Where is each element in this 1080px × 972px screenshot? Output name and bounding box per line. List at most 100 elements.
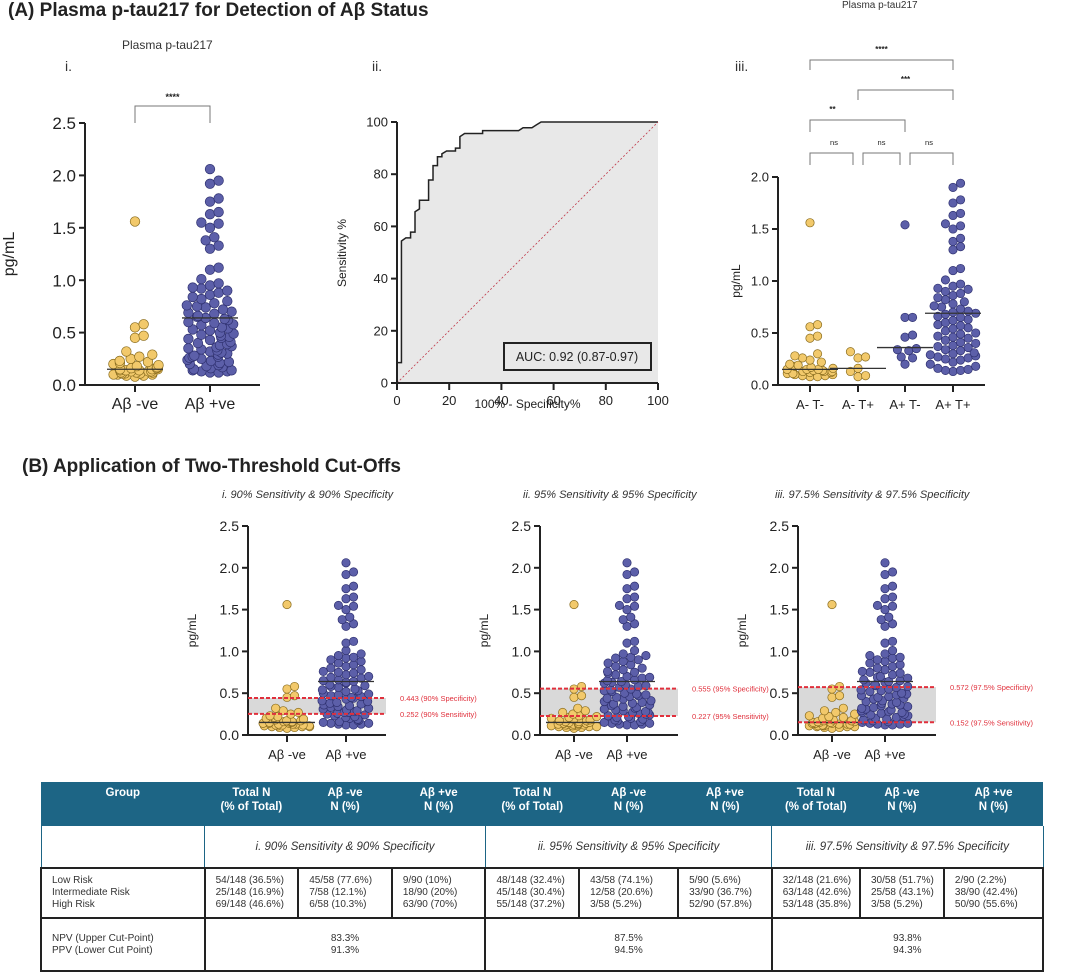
b-ii-data-point bbox=[615, 601, 623, 609]
a-iii-data-point bbox=[949, 367, 957, 375]
a-iii-data-point bbox=[901, 333, 909, 341]
a-iii-data-point bbox=[949, 291, 957, 299]
cell-value: 6/58 (10.3%) bbox=[309, 899, 391, 911]
a-iii-data-point bbox=[949, 308, 957, 316]
a-iii-data-point bbox=[949, 282, 957, 290]
a-iii-data-point bbox=[956, 179, 964, 187]
a-i-data-point bbox=[220, 314, 230, 324]
a-iii-data-point bbox=[817, 358, 825, 366]
b-i-data-point bbox=[349, 653, 357, 661]
b-i-data-point bbox=[357, 657, 365, 665]
b-iii-cutoff-label: 0.152 (97.5% Sensitivity) bbox=[950, 718, 1033, 727]
a-i-data-point bbox=[205, 335, 215, 345]
a-ii-x-tick-label: 100 bbox=[647, 393, 669, 408]
b-iii-data-point bbox=[860, 676, 868, 684]
a-iii-data-point bbox=[901, 221, 909, 229]
b-ii-data-point bbox=[630, 568, 638, 576]
b-ii-data-point bbox=[623, 570, 631, 578]
pv-value: 91.3% bbox=[206, 945, 485, 957]
a-iii-data-point bbox=[908, 331, 916, 339]
b-i-cutoff-label: 0.443 (90% Specificity) bbox=[400, 694, 477, 703]
a-i-data-point bbox=[197, 218, 207, 228]
b-iii-data-point bbox=[881, 570, 889, 578]
table-cell: 32/148 (21.6%) 63/148 (42.6%) 53/148 (35.8… bbox=[772, 868, 860, 918]
cell-value: 38/90 (42.4%) bbox=[955, 887, 1042, 899]
a-i-data-point bbox=[154, 360, 164, 370]
b-i-data-point bbox=[283, 685, 291, 693]
a-i-data-point bbox=[201, 236, 211, 246]
b-iii-data-point bbox=[885, 692, 893, 700]
table-cell: 54/148 (36.5%) 25/148 (16.9%) 69/148 (46.6… bbox=[205, 868, 299, 918]
table-header-cell: Total N (% of Total) bbox=[485, 782, 579, 826]
table-cell: 43/58 (74.1%) 12/58 (20.6%) 3/58 (5.2%) bbox=[579, 868, 678, 918]
b-i-data-point bbox=[327, 656, 335, 664]
a-i-data-point bbox=[130, 323, 140, 333]
header-text: Aβ +ve bbox=[392, 786, 486, 800]
pv-label: NPV (Upper Cut-Point) bbox=[52, 933, 204, 945]
a-iii-data-point bbox=[949, 199, 957, 207]
a-iii-significance-label: ns bbox=[830, 138, 838, 147]
a-iii-data-point bbox=[846, 348, 854, 356]
b-iii-data-point bbox=[866, 659, 874, 667]
a-i-data-point bbox=[214, 207, 224, 217]
header-text: Aβ +ve bbox=[678, 786, 772, 800]
b-ii-data-point bbox=[604, 659, 612, 667]
a-iii-data-point bbox=[861, 353, 869, 361]
a-i-data-point bbox=[205, 281, 215, 291]
b-iii-cutoff-label: 0.572 (97.5% Specificity) bbox=[950, 683, 1033, 692]
b-ii-data-point bbox=[613, 713, 621, 721]
b-ii-data-point bbox=[630, 593, 638, 601]
b-iii-data-point bbox=[888, 671, 896, 679]
b-ii-data-point bbox=[574, 704, 582, 712]
cell-value: 3/58 (5.2%) bbox=[590, 899, 677, 911]
a-ii-x-label: 100% - Specificity% bbox=[474, 397, 580, 411]
b-iii-y-tick-label: 0.0 bbox=[770, 727, 790, 743]
table-cell: 9/90 (10%) 18/90 (20%) 63/90 (70%) bbox=[392, 868, 486, 918]
a-iii-data-point bbox=[964, 343, 972, 351]
b-i-data-point bbox=[283, 600, 291, 608]
b-ii-y-label: pg/mL bbox=[477, 614, 491, 648]
b-i-data-point bbox=[342, 646, 350, 654]
table-header-cell: Group bbox=[41, 782, 205, 826]
header-text: N (%) bbox=[944, 800, 1043, 814]
a-ii-x-tick-label: 20 bbox=[442, 393, 456, 408]
threshold-spacer bbox=[41, 826, 205, 868]
b-ii-y-tick-label: 1.5 bbox=[512, 602, 532, 618]
b-iii-data-point bbox=[885, 613, 893, 621]
a-iii-data-point bbox=[956, 209, 964, 217]
a-iii-y-tick-label: 2.0 bbox=[751, 170, 769, 185]
b-i-data-point bbox=[342, 585, 350, 593]
b-iii-y-label: pg/mL bbox=[735, 614, 749, 648]
header-text: Aβ -ve bbox=[298, 786, 392, 800]
table-header-cell: Aβ +ve N (%) bbox=[392, 782, 486, 826]
a-i-x-tick-label: Aβ +ve bbox=[185, 396, 236, 413]
a-iii-data-point bbox=[930, 302, 938, 310]
b-ii-data-point bbox=[611, 671, 619, 679]
a-i-data-point bbox=[197, 274, 207, 284]
a-iii-data-point bbox=[941, 355, 949, 363]
a-i-data-point bbox=[205, 265, 215, 275]
b-i-data-point bbox=[349, 637, 357, 645]
threshold-label-i: i. 90% Sensitivity & 90% Specificity bbox=[205, 826, 486, 868]
predictive-value-cell: 83.3% 91.3% bbox=[205, 918, 486, 971]
a-iii-data-point bbox=[956, 264, 964, 272]
b-iii-data-point bbox=[892, 698, 900, 706]
a-i-data-point bbox=[130, 217, 140, 227]
header-text: (% of Total) bbox=[485, 800, 579, 814]
b-ii-cutoff-label: 0.555 (95% Specificity) bbox=[692, 685, 769, 694]
a-iii-data-point bbox=[791, 352, 799, 360]
a-iii-data-point bbox=[941, 296, 949, 304]
a-i-data-point bbox=[214, 194, 224, 204]
b-ii-data-point bbox=[630, 646, 638, 654]
b-ii-data-point bbox=[555, 717, 563, 725]
a-i-y-tick-label: 1.5 bbox=[52, 219, 76, 238]
cell-value: 45/148 (30.4%) bbox=[496, 887, 578, 899]
b-i-cutoff-label: 0.252 (90% Sensitivity) bbox=[400, 710, 477, 719]
b-iii-data-point bbox=[888, 646, 896, 654]
b-i-data-point bbox=[342, 605, 350, 613]
header-text: N (%) bbox=[579, 800, 678, 814]
a-iii-data-point bbox=[949, 225, 957, 233]
a-i-data-point bbox=[205, 164, 215, 174]
b-ii-x-tick-label: Aβ +ve bbox=[606, 747, 647, 762]
a-ii-y-label: Sensitivity % bbox=[335, 219, 349, 287]
